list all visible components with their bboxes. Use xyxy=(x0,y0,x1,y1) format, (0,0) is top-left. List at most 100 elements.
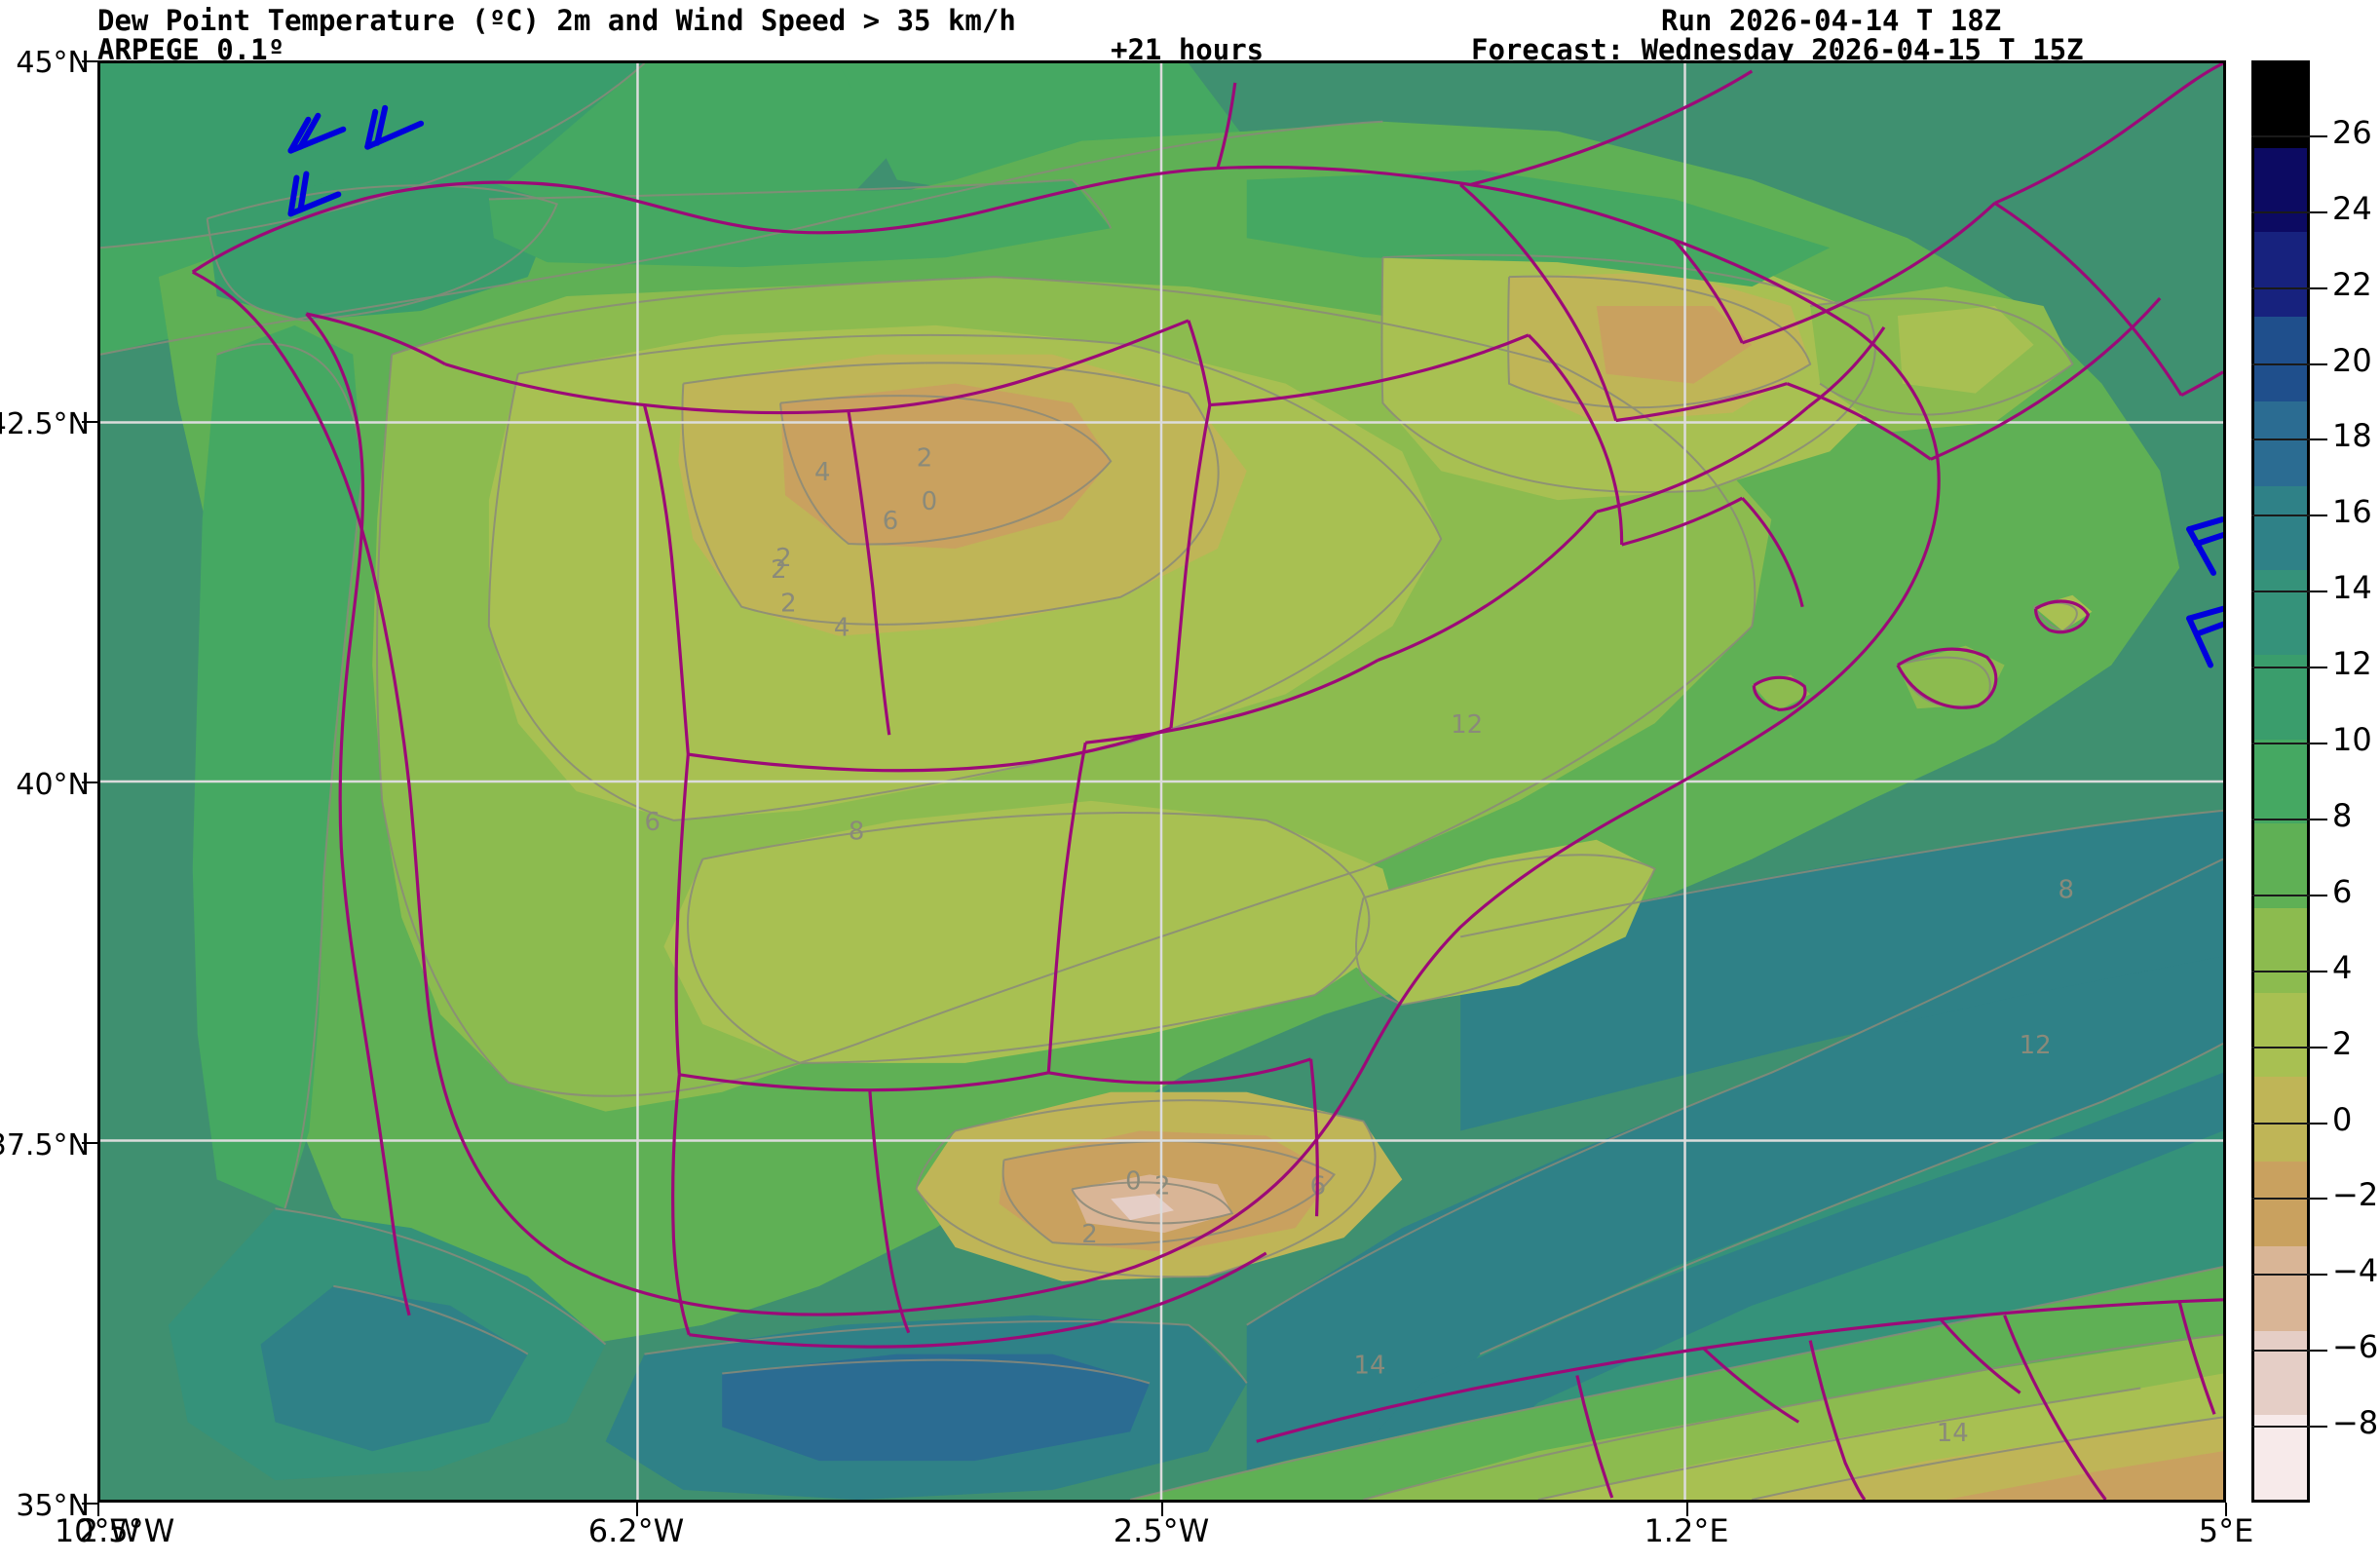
colorbar-label-24: 24 xyxy=(2332,189,2372,227)
colorbar-label-0: 0 xyxy=(2332,1100,2353,1138)
colorbar-separator-14 xyxy=(2251,591,2310,593)
xtick-label-5e: 5°E xyxy=(2198,1512,2254,1549)
colorbar-swatch-2 xyxy=(2254,1245,2307,1331)
contour-lines xyxy=(100,63,2223,1500)
wind-barb-3 xyxy=(364,104,425,150)
colorbar[interactable] xyxy=(2251,60,2310,1503)
ytick-label-45: 45°N xyxy=(16,46,90,80)
wind-barb-4 xyxy=(2186,516,2223,576)
colorbar-swatch-13 xyxy=(2254,317,2307,401)
colorbar-label--6: −6 xyxy=(2332,1328,2379,1366)
wind-barbs xyxy=(287,104,2223,668)
colorbar-tick-24 xyxy=(2310,210,2327,213)
colorbar-tick-12 xyxy=(2310,667,2327,669)
svg-text:12: 12 xyxy=(2020,1031,2052,1060)
field-portugal-coast xyxy=(192,324,363,1209)
xtick-mark-1p2e xyxy=(1686,1503,1688,1516)
colorbar-tick--2 xyxy=(2310,1198,2327,1201)
ytick-mark-45 xyxy=(82,60,97,62)
xtick-mark-6p2w xyxy=(636,1503,638,1516)
svg-text:2: 2 xyxy=(917,443,932,473)
colorbar-separator-2 xyxy=(2251,1046,2310,1048)
colorbar-label-20: 20 xyxy=(2332,341,2372,379)
colorbar-separator-12 xyxy=(2251,667,2310,669)
colorbar-separator-4 xyxy=(2251,970,2310,972)
colorbar-label-12: 12 xyxy=(2332,645,2372,683)
colorbar-separator--8 xyxy=(2251,1426,2310,1429)
field-med-3 xyxy=(1314,1072,2223,1500)
header-line-top: Dew Point Temperature (ºC) 2m and Wind S… xyxy=(0,4,2380,37)
field-catalonia-2 xyxy=(1897,305,2034,394)
wind-barb-1 xyxy=(287,112,347,154)
colorbar-separator-26 xyxy=(2251,134,2310,137)
map-plot-area[interactable]: 4 2 0 6 2 2 2 4 6 8 0 2 2 6 14 xyxy=(97,60,2226,1503)
colorbar-label-22: 22 xyxy=(2332,265,2372,303)
header-line-bottom: ARPEGE 0.1º +21 hours Forecast: Wednesda… xyxy=(0,33,2380,66)
svg-text:8: 8 xyxy=(849,818,864,847)
colorbar-label-2: 2 xyxy=(2332,1024,2353,1062)
colorbar-swatch-4 xyxy=(2254,1077,2307,1163)
colorbar-tick-6 xyxy=(2310,894,2327,896)
wind-barb-5 xyxy=(2186,605,2223,668)
colorbar-label-16: 16 xyxy=(2332,493,2372,531)
colorbar-separator-10 xyxy=(2251,743,2310,745)
colorbar-tick--6 xyxy=(2310,1350,2327,1353)
xtick-label-2p5w: 2.5°W xyxy=(78,1512,175,1549)
field-na-core xyxy=(1946,1451,2223,1500)
run-datetime: Run 2026-04-14 T 18Z xyxy=(1661,4,2002,37)
colorbar-label-18: 18 xyxy=(2332,417,2372,455)
colorbar-label-8: 8 xyxy=(2332,796,2353,834)
colorbar-tick--8 xyxy=(2310,1426,2327,1429)
colorbar-separator-0 xyxy=(2251,1122,2310,1125)
colorbar-swatch-0 xyxy=(2254,1415,2307,1500)
colorbar-label-6: 6 xyxy=(2332,872,2353,910)
colorbar-tick-2 xyxy=(2310,1046,2327,1048)
svg-text:0: 0 xyxy=(922,487,937,516)
colorbar-swatch-7 xyxy=(2254,823,2307,909)
ytick-mark-35 xyxy=(82,1503,97,1505)
field-med-north xyxy=(1460,810,2223,1131)
colorbar-tick-20 xyxy=(2310,362,2327,365)
colorbar-swatch-15 xyxy=(2254,147,2307,233)
svg-text:12: 12 xyxy=(1451,710,1483,740)
map-canvas: 4 2 0 6 2 2 2 4 6 8 0 2 2 6 14 xyxy=(100,63,2223,1500)
colorbar-separator--4 xyxy=(2251,1274,2310,1277)
colorbar-tick-10 xyxy=(2310,743,2327,745)
colorbar-label--8: −8 xyxy=(2332,1404,2379,1442)
colorbar-separator--2 xyxy=(2251,1198,2310,1201)
colorbar-label-26: 26 xyxy=(2332,113,2372,151)
colorbar-swatch-5 xyxy=(2254,992,2307,1078)
colorbar-swatch-10 xyxy=(2254,570,2307,655)
colorbar-swatch-11 xyxy=(2254,485,2307,571)
contour-labels: 4 2 0 6 2 2 2 4 6 8 0 2 2 6 14 xyxy=(644,443,2073,1448)
colorbar-label-14: 14 xyxy=(2332,569,2372,607)
svg-text:6: 6 xyxy=(644,808,660,837)
svg-text:2: 2 xyxy=(771,555,786,585)
field-mallorca xyxy=(1897,645,2005,709)
colorbar-separator-24 xyxy=(2251,210,2310,213)
admin-borders xyxy=(191,63,2223,1500)
svg-text:6: 6 xyxy=(883,507,898,536)
svg-text:4: 4 xyxy=(814,458,830,487)
colorbar-tick--4 xyxy=(2310,1274,2327,1277)
colorbar-separator-6 xyxy=(2251,894,2310,896)
xtick-label-6p2w: 6.2°W xyxy=(587,1512,685,1549)
svg-text:8: 8 xyxy=(2058,876,2073,905)
ytick-label-37p5: 37.5°N xyxy=(0,1128,90,1163)
svg-text:14: 14 xyxy=(1353,1352,1385,1381)
colorbar-separator-20 xyxy=(2251,362,2310,365)
figure-header: Dew Point Temperature (ºC) 2m and Wind S… xyxy=(0,0,2380,66)
ytick-label-35: 35°N xyxy=(16,1489,90,1523)
svg-text:0: 0 xyxy=(1125,1166,1141,1196)
colorbar-label-10: 10 xyxy=(2332,721,2372,759)
xtick-mark-2p5w xyxy=(1161,1503,1163,1516)
colorbar-tick-22 xyxy=(2310,286,2327,289)
colorbar-swatch-12 xyxy=(2254,400,2307,486)
colorbar-separator-18 xyxy=(2251,438,2310,441)
colorbar-label--4: −4 xyxy=(2332,1252,2379,1290)
svg-text:2: 2 xyxy=(1154,1171,1170,1201)
svg-text:2: 2 xyxy=(780,590,796,619)
colorbar-separator-8 xyxy=(2251,818,2310,820)
colorbar-label-4: 4 xyxy=(2332,948,2353,986)
field-atlantic-nw2 xyxy=(100,63,645,248)
